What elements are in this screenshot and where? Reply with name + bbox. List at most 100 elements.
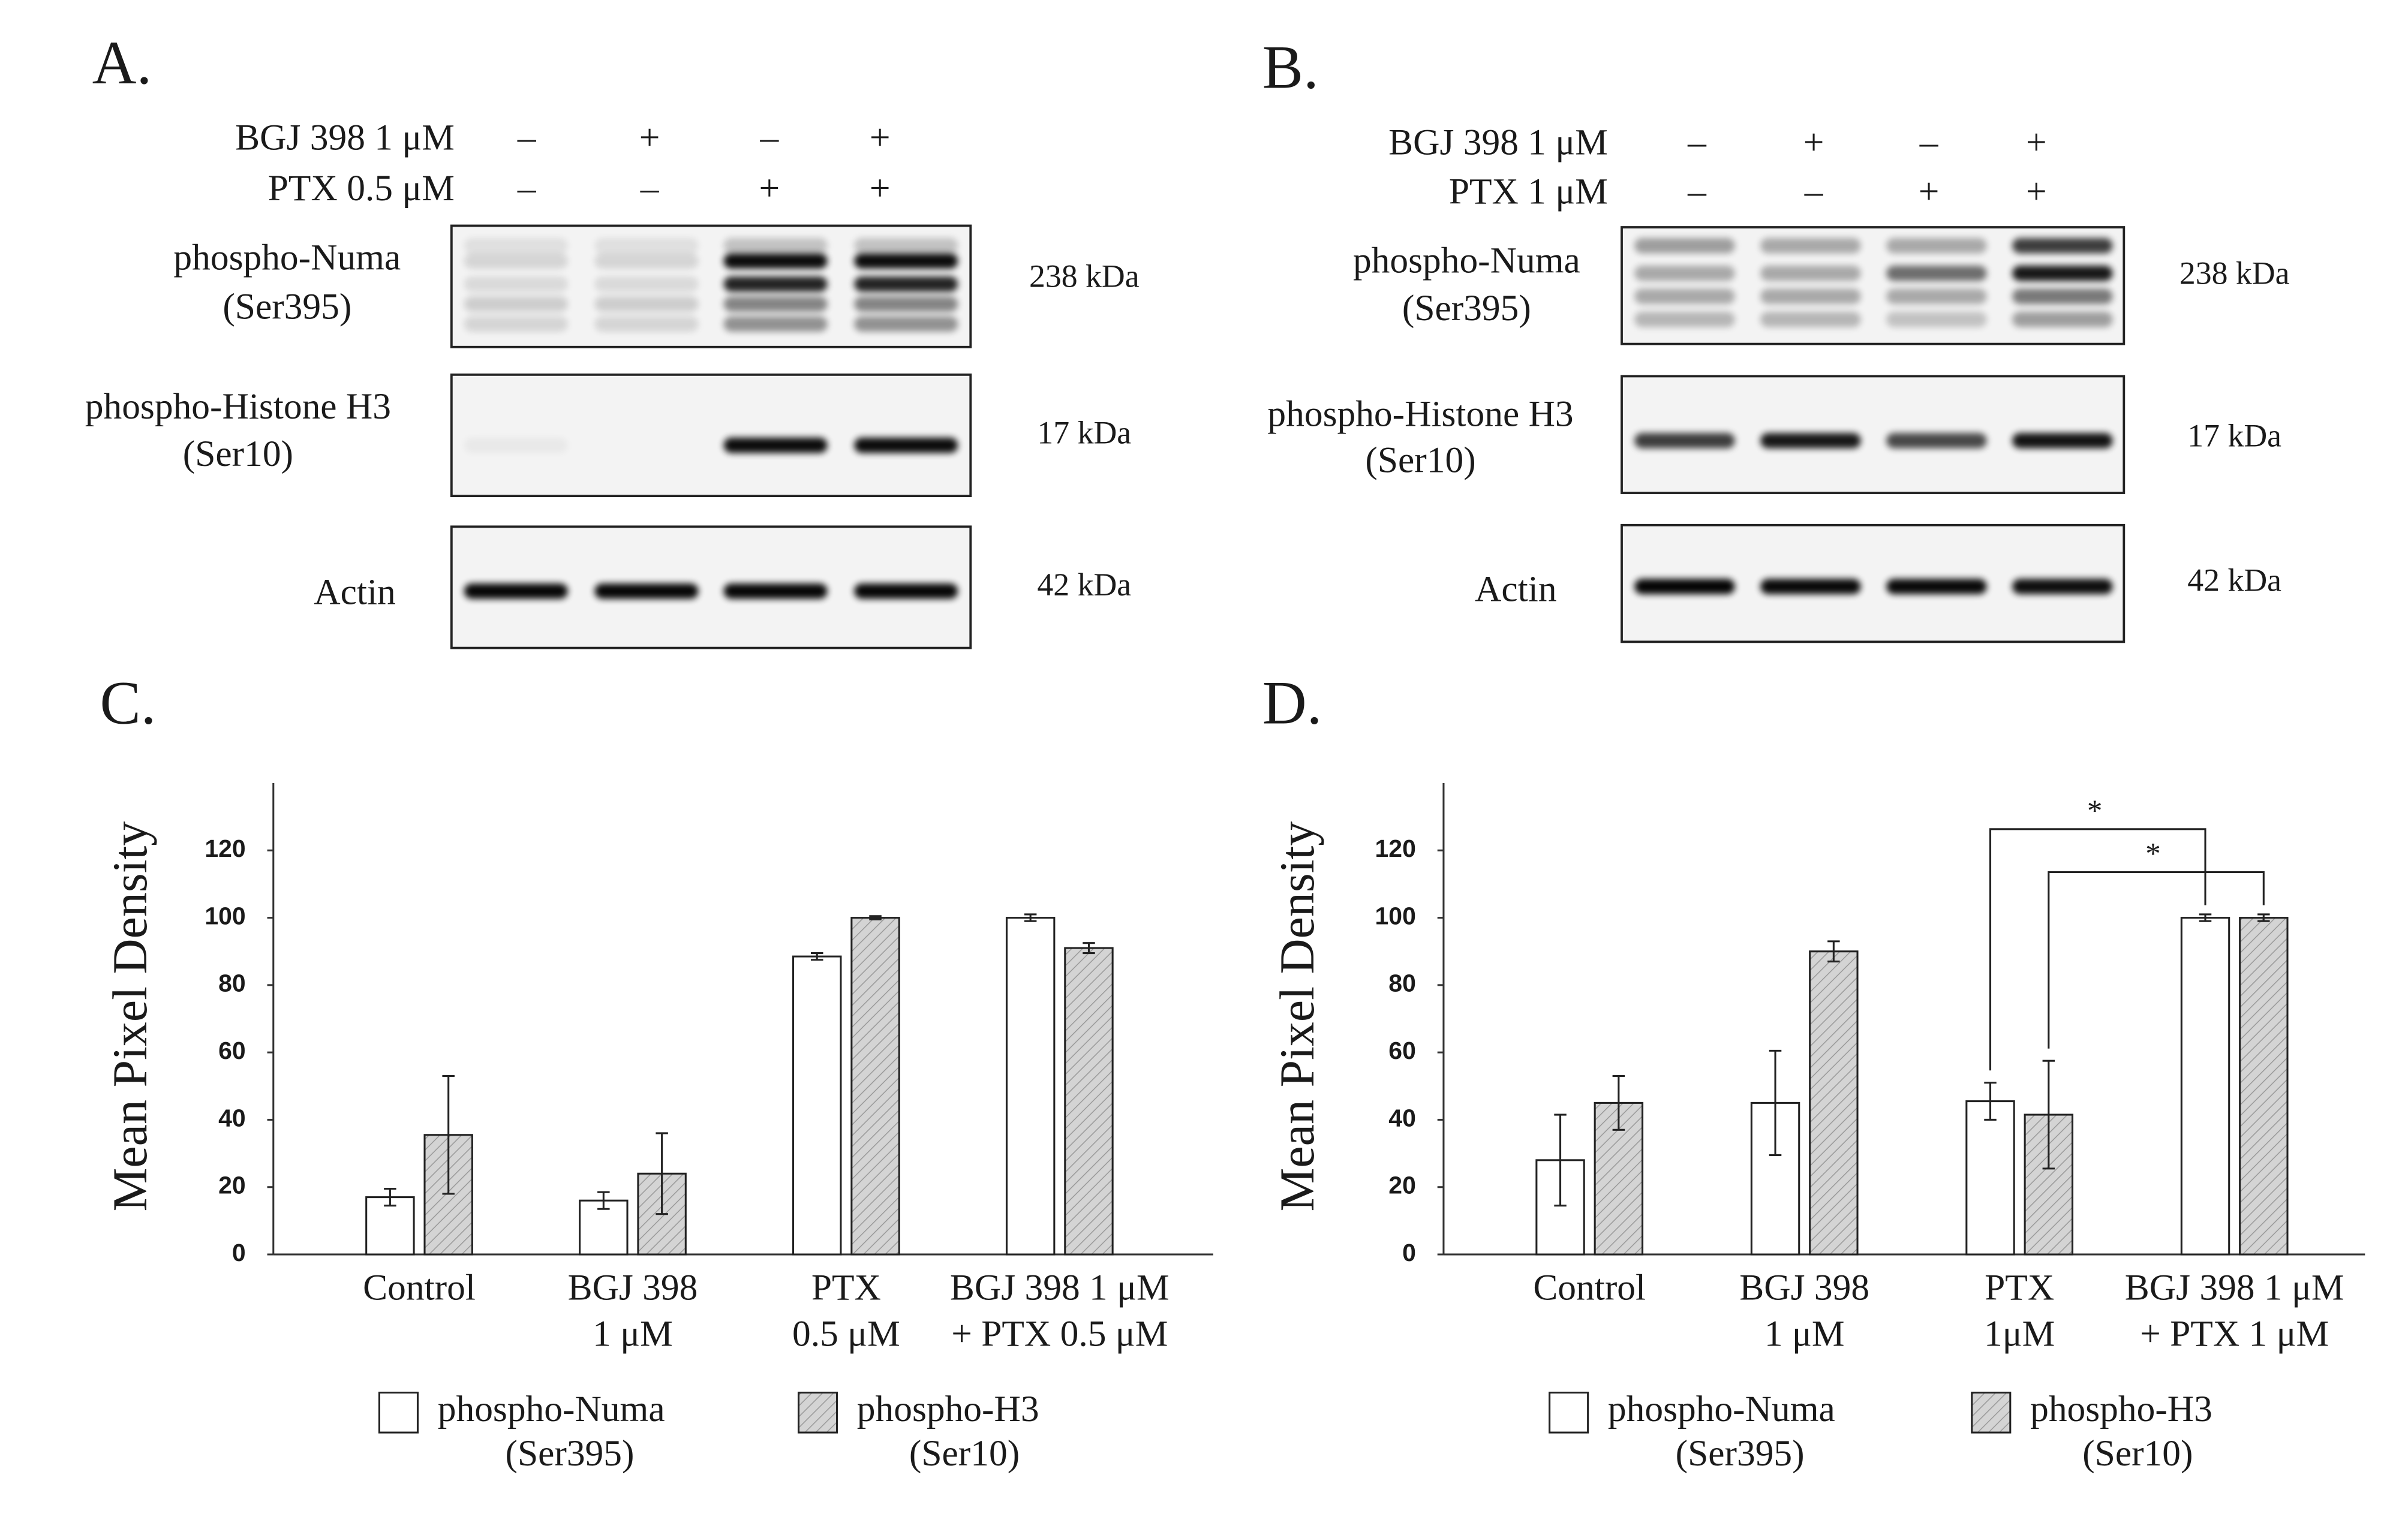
blot-band <box>2012 311 2113 327</box>
blot-frame <box>450 373 972 498</box>
blot-band <box>2012 288 2113 305</box>
x-tick-label: + PTX 1 μM <box>2140 1313 2329 1354</box>
treatment-label: BGJ 398 1 μM <box>235 118 455 158</box>
blot-band <box>854 276 958 292</box>
treatment-sign: – <box>1687 171 1707 212</box>
blot-band <box>464 276 568 292</box>
significance-label: * <box>2087 794 2103 828</box>
blot <box>1621 523 2126 643</box>
y-tick-label: 80 <box>1388 970 1416 997</box>
bar <box>365 1196 415 1256</box>
blot-band <box>1634 266 1735 281</box>
blot-band <box>594 276 699 292</box>
blot-band <box>1886 311 1987 327</box>
blot-band <box>1634 433 1735 449</box>
error-bar <box>2257 913 2270 922</box>
blot-band <box>1634 288 1735 305</box>
blot <box>450 224 972 348</box>
treatment-sign: – <box>759 118 779 158</box>
error-bar <box>384 1188 396 1207</box>
treatment-sign: + <box>870 168 891 209</box>
significance-label: * <box>2145 837 2161 871</box>
blot-band <box>2012 579 2113 595</box>
blot-band <box>464 253 568 269</box>
legend-label: (Ser10) <box>909 1433 1020 1474</box>
x-tick-label: PTX <box>1985 1268 2054 1308</box>
blot-band <box>723 296 828 312</box>
blot-band <box>594 583 699 599</box>
blot-band <box>1634 311 1735 327</box>
x-tick-label: 1μM <box>1984 1313 2055 1354</box>
y-tick-label: 60 <box>218 1037 246 1064</box>
blot-size: 17 kDa <box>1037 415 1131 451</box>
x-tick-label: 0.5 μM <box>792 1313 900 1354</box>
bar <box>850 917 900 1256</box>
blot-band <box>723 437 828 453</box>
blot-band <box>1886 237 1987 254</box>
y-tick-label: 100 <box>1375 902 1416 929</box>
blot-band <box>723 237 828 254</box>
blot-band <box>854 296 958 312</box>
error-bar <box>1612 1074 1625 1131</box>
error-bar <box>810 952 823 961</box>
legend-label: (Ser10) <box>2082 1433 2193 1474</box>
treatment-label: PTX 0.5 μM <box>268 168 455 209</box>
panel-label: B. <box>1262 34 1319 101</box>
blot-band <box>1760 266 1861 281</box>
blot-band <box>854 583 958 599</box>
bar <box>1965 1100 2015 1256</box>
bar <box>1005 917 1056 1256</box>
y-axis-label: Mean Pixel Density <box>103 821 157 1212</box>
x-tick-label: BGJ 398 <box>568 1268 698 1308</box>
error-bar <box>1024 913 1037 922</box>
blot <box>1621 226 2126 345</box>
error-bar <box>442 1074 455 1195</box>
legend-label: phospho-H3 <box>2030 1389 2212 1429</box>
panel-label: D. <box>1262 670 1322 738</box>
treatment-sign: – <box>1919 122 1939 162</box>
blot-name: (Ser10) <box>183 434 293 474</box>
y-tick-label: 120 <box>205 835 245 862</box>
blot-name: Actin <box>314 572 396 613</box>
blot-name: (Ser395) <box>1402 288 1531 329</box>
significance-bracket <box>1989 828 2206 1071</box>
blot-band <box>594 253 699 269</box>
error-bar <box>2199 913 2212 922</box>
error-bar <box>1769 1049 1782 1156</box>
error-bar <box>597 1191 610 1210</box>
y-tick-label: 0 <box>1402 1239 1416 1266</box>
blot-band <box>2012 266 2113 281</box>
legend-swatch <box>1971 1391 2012 1434</box>
x-tick-label: Control <box>1533 1268 1646 1308</box>
blot-size: 238 kDa <box>2179 255 2290 291</box>
error-bar <box>1984 1082 1997 1121</box>
y-tick-label: 120 <box>1375 835 1416 862</box>
bar <box>792 955 842 1256</box>
blot-band <box>1760 237 1861 254</box>
error-bar <box>1554 1113 1567 1207</box>
blot-name: (Ser395) <box>223 286 351 327</box>
x-tick-label: PTX <box>811 1268 881 1308</box>
legend-label: phospho-Numa <box>1608 1389 1835 1429</box>
blot-band <box>594 296 699 312</box>
blot-band <box>1760 288 1861 305</box>
blot-band <box>464 437 568 453</box>
y-axis-label: Mean Pixel Density <box>1270 821 1324 1212</box>
blot-band <box>723 276 828 292</box>
x-tick-label: + PTX 0.5 μM <box>951 1313 1168 1354</box>
y-tick-label: 20 <box>1388 1172 1416 1199</box>
blot-size: 17 kDa <box>2187 418 2281 454</box>
blot <box>1621 375 2126 494</box>
x-tick-label: 1 μM <box>593 1313 673 1354</box>
blot-band <box>854 437 958 453</box>
x-tick-label: Control <box>363 1268 476 1308</box>
legend-label: (Ser395) <box>505 1433 634 1474</box>
x-tick-label: BGJ 398 1 μM <box>2125 1268 2344 1308</box>
error-bar <box>869 915 882 920</box>
error-bar <box>1827 940 1840 963</box>
treatment-sign: – <box>1804 171 1824 212</box>
blot-band <box>1886 579 1987 595</box>
blot-band <box>1760 433 1861 449</box>
blot-band <box>1886 266 1987 281</box>
